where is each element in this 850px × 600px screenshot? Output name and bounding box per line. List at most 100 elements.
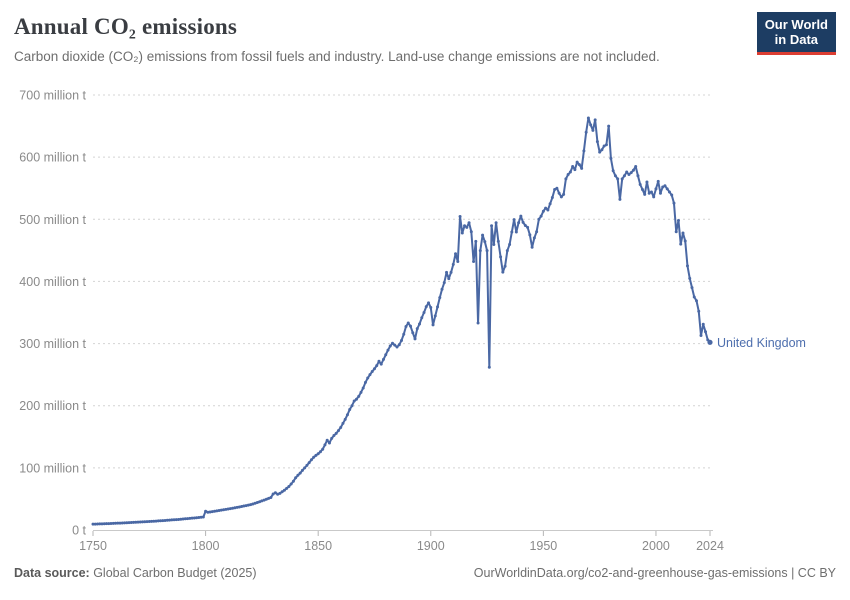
data-point [636, 174, 640, 178]
data-point [600, 148, 604, 152]
data-point [206, 510, 210, 514]
data-point [517, 221, 521, 225]
x-tick-label: 1950 [529, 539, 557, 553]
data-point [647, 191, 651, 195]
data-point [631, 168, 635, 172]
data-point [235, 505, 239, 509]
data-point [658, 191, 662, 195]
data-point [460, 231, 464, 235]
data-point [643, 192, 647, 196]
entity-label-united-kingdom[interactable]: United Kingdom [717, 336, 806, 350]
data-point [352, 399, 356, 403]
data-point [390, 341, 394, 345]
data-point [181, 517, 185, 521]
y-tick-label: 100 million t [19, 461, 86, 475]
data-point [438, 296, 442, 300]
data-point [591, 128, 595, 132]
uk-emissions-series[interactable] [91, 116, 713, 526]
data-point [276, 492, 280, 496]
data-point [521, 220, 525, 224]
data-point [602, 144, 606, 148]
data-point [546, 208, 550, 212]
data-point [123, 521, 127, 525]
data-point [395, 345, 399, 349]
data-point [465, 225, 469, 229]
data-point [442, 281, 446, 285]
data-point [208, 510, 212, 514]
data-point [384, 353, 388, 357]
data-point [102, 522, 106, 526]
data-point [609, 156, 613, 160]
data-point [125, 521, 129, 525]
data-point [580, 166, 584, 170]
data-point [557, 191, 561, 195]
data-point [672, 201, 676, 205]
data-point [406, 321, 410, 325]
data-point [537, 217, 541, 221]
data-point [469, 230, 473, 234]
data-point [544, 206, 548, 210]
data-point [492, 242, 496, 246]
data-point [172, 518, 176, 522]
data-point [595, 140, 599, 144]
data-point [683, 239, 687, 243]
owid-logo[interactable]: Our World in Data [756, 12, 836, 55]
data-point [287, 485, 291, 488]
data-point [267, 496, 271, 500]
data-point [361, 386, 365, 390]
data-point [424, 305, 428, 309]
data-point [271, 492, 275, 496]
y-tick-label: 400 million t [19, 275, 86, 289]
footer-link[interactable]: OurWorldinData.org/co2-and-greenhouse-ga… [473, 566, 836, 580]
data-point [679, 242, 683, 246]
y-gridlines [93, 94, 713, 469]
data-point [449, 270, 453, 274]
y-axis-labels: 0 t 100 million t 200 million t 300 million… [19, 89, 86, 538]
data-point [327, 441, 331, 445]
data-point [192, 516, 196, 520]
data-point [298, 471, 302, 475]
owid-logo-line2: in Data [774, 32, 819, 48]
data-point [141, 520, 145, 524]
data-point [566, 173, 570, 177]
data-point [213, 509, 217, 513]
data-point [508, 242, 512, 246]
data-point [98, 522, 102, 526]
data-point [427, 301, 431, 305]
data-point [215, 509, 219, 513]
data-point [309, 458, 313, 462]
data-point [291, 479, 295, 483]
y-tick-label: 700 million t [19, 89, 86, 103]
data-point [701, 322, 705, 326]
data-point [404, 324, 408, 328]
data-point [199, 515, 203, 519]
data-point [120, 521, 124, 525]
data-point [622, 174, 626, 178]
data-point [316, 452, 320, 456]
data-point [676, 219, 680, 223]
y-tick-label: 0 t [72, 524, 86, 538]
data-point [264, 497, 268, 501]
data-point [260, 499, 264, 503]
data-point [375, 364, 379, 368]
data-point [431, 323, 435, 327]
data-point [350, 404, 354, 408]
data-point [325, 438, 329, 442]
data-point [418, 322, 422, 326]
data-point [654, 187, 658, 191]
data-point [165, 518, 169, 522]
chart-subtitle: Carbon dioxide (CO₂) emissions from foss… [14, 49, 660, 64]
data-point [249, 503, 253, 507]
data-point [217, 509, 221, 513]
data-point [620, 177, 624, 181]
data-point [357, 394, 361, 398]
data-point [528, 233, 532, 237]
data-point [186, 517, 190, 521]
data-point [694, 299, 698, 303]
data-point [177, 517, 181, 521]
data-point [550, 196, 554, 200]
data-point [388, 344, 392, 348]
chart-footer: Data source: Global Carbon Budget (2025)… [14, 566, 836, 580]
data-point [665, 187, 669, 191]
data-point [188, 516, 192, 520]
